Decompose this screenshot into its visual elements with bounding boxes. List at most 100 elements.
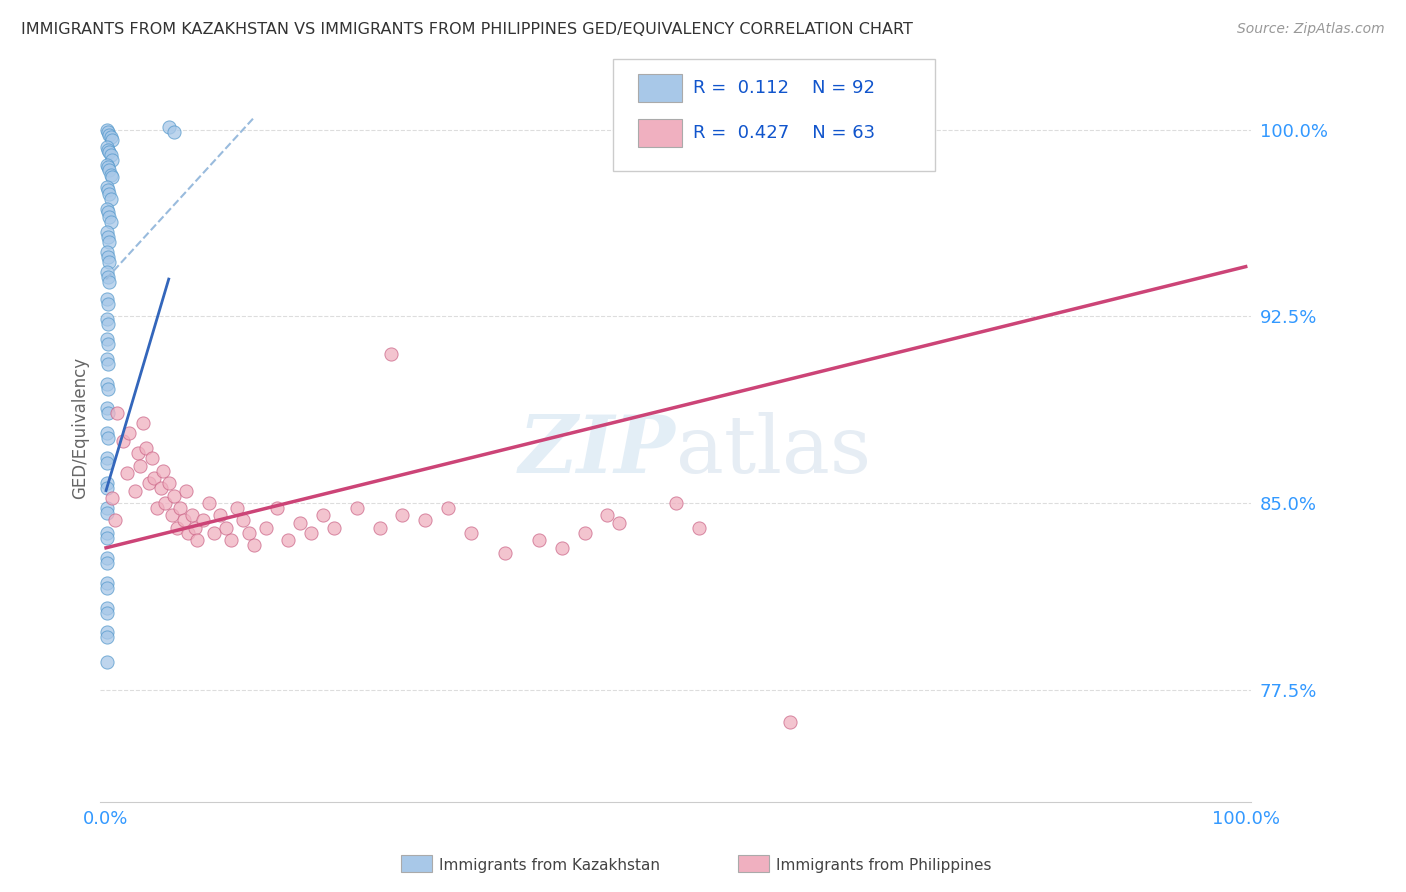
Point [437, 501, 460, 516]
Text: ZIP: ZIP [519, 412, 676, 490]
Point [163, 125, 186, 139]
Text: R =  0.112    N = 92: R = 0.112 N = 92 [693, 79, 875, 97]
Point [299, 525, 322, 540]
Point [96, 506, 118, 520]
Point [97, 143, 120, 157]
Point [96, 202, 118, 217]
Point [138, 476, 160, 491]
Point [97, 229, 120, 244]
Point [96, 625, 118, 640]
Point [494, 546, 516, 560]
Text: IMMIGRANTS FROM KAZAKHSTAN VS IMMIGRANTS FROM PHILIPPINES GED/EQUIVALENCY CORREL: IMMIGRANTS FROM KAZAKHSTAN VS IMMIGRANTS… [21, 22, 912, 37]
Point [100, 170, 122, 185]
Bar [638, 119, 682, 147]
Point [607, 516, 630, 530]
Point [202, 525, 225, 540]
Point [97, 431, 120, 445]
Point [191, 513, 214, 527]
Point [100, 168, 122, 182]
Point [97, 297, 120, 311]
Point [96, 401, 118, 416]
Point [779, 714, 801, 729]
Point [551, 541, 574, 555]
Point [221, 533, 243, 548]
Point [96, 525, 118, 540]
Point [107, 407, 129, 421]
Point [288, 516, 311, 530]
Point [243, 538, 266, 552]
Point [391, 508, 413, 523]
Point [688, 521, 710, 535]
Point [100, 153, 122, 167]
Point [97, 160, 120, 174]
Point [131, 417, 153, 431]
Point [96, 332, 118, 346]
Point [100, 133, 122, 147]
Point [323, 521, 346, 535]
Point [97, 317, 120, 331]
Point [100, 215, 122, 229]
Point [142, 471, 165, 485]
Point [96, 581, 118, 595]
Point [96, 481, 118, 495]
Point [98, 235, 121, 249]
Point [149, 481, 172, 495]
Point [97, 205, 120, 219]
Point [100, 491, 122, 505]
Point [413, 513, 436, 527]
Text: atlas: atlas [676, 412, 870, 490]
Point [169, 501, 191, 516]
Point [96, 631, 118, 645]
Point [97, 357, 120, 371]
Point [97, 182, 120, 196]
Point [157, 120, 180, 135]
Point [96, 265, 118, 279]
Point [96, 158, 118, 172]
Point [96, 244, 118, 259]
Point [460, 525, 482, 540]
Point [96, 550, 118, 565]
Text: R =  0.427    N = 63: R = 0.427 N = 63 [693, 124, 876, 142]
Point [98, 210, 121, 224]
Point [96, 606, 118, 620]
Y-axis label: GED/Equivalency: GED/Equivalency [72, 358, 89, 500]
Point [96, 600, 118, 615]
Point [197, 496, 219, 510]
Point [98, 145, 121, 160]
Point [96, 556, 118, 570]
Point [96, 655, 118, 669]
Point [98, 254, 121, 268]
Point [97, 382, 120, 396]
Point [254, 521, 277, 535]
Point [96, 292, 118, 306]
Point [98, 187, 121, 202]
Text: Immigrants from Philippines: Immigrants from Philippines [776, 858, 991, 872]
Point [146, 501, 169, 516]
Point [129, 458, 152, 473]
Point [368, 521, 391, 535]
Point [266, 501, 288, 516]
Point [98, 128, 121, 142]
Point [97, 407, 120, 421]
Point [186, 533, 208, 548]
Point [215, 521, 238, 535]
Point [100, 147, 122, 161]
Point [100, 193, 122, 207]
Point [208, 508, 231, 523]
Point [177, 525, 200, 540]
Point [96, 180, 118, 194]
Text: Source: ZipAtlas.com: Source: ZipAtlas.com [1237, 22, 1385, 37]
Point [97, 269, 120, 284]
Point [238, 525, 260, 540]
Point [112, 434, 135, 448]
Point [311, 508, 333, 523]
Point [96, 501, 118, 516]
Point [96, 456, 118, 470]
Point [96, 451, 118, 466]
Bar [638, 74, 682, 103]
Point [118, 426, 141, 441]
Point [96, 351, 118, 366]
Point [173, 513, 195, 527]
Point [665, 496, 688, 510]
Point [346, 501, 368, 516]
